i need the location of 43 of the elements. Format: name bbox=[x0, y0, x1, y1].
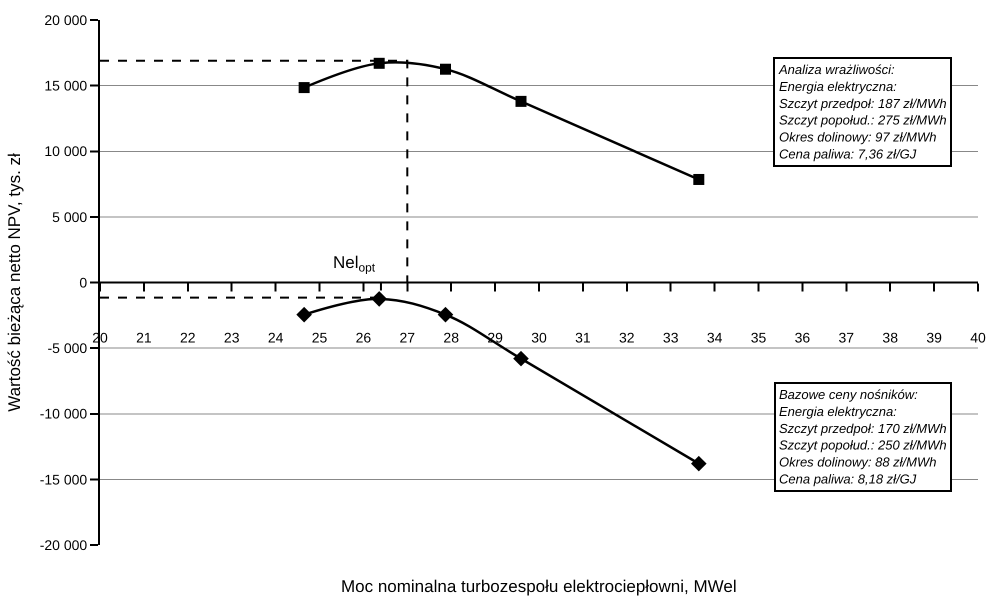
x-tick-label: 33 bbox=[662, 329, 679, 346]
y-tick-label: -5 000 bbox=[47, 340, 88, 356]
x-tick-label: 21 bbox=[136, 329, 152, 346]
point bbox=[440, 64, 451, 75]
annotation: Bazowe ceny nośników: Energia elektryczna: Szczyt przedpoł: 170 zł/MWh Szczyt popołud.: 250 zł/MWh Okres dolinowy: 88 zł/MWh Cena paliwa: 8,18 zł/GJ bbox=[779, 387, 947, 486]
point bbox=[371, 291, 387, 307]
x-tick-label: 23 bbox=[224, 329, 240, 346]
x-tick-label: 36 bbox=[794, 329, 810, 346]
x-tick-label: 37 bbox=[838, 329, 854, 346]
x-tick-label: 26 bbox=[356, 329, 372, 346]
y-tick-label: 20 000 bbox=[44, 12, 88, 28]
x-tick-label: 25 bbox=[312, 329, 328, 346]
point bbox=[691, 456, 707, 472]
annotation: Nel$_{opt}$ bbox=[333, 253, 376, 275]
point bbox=[438, 306, 454, 322]
x-tick-label: 40 bbox=[970, 329, 986, 346]
x-tick-label: 27 bbox=[400, 329, 416, 346]
point bbox=[513, 350, 529, 366]
point bbox=[296, 306, 312, 322]
y-tick-label: 10 000 bbox=[44, 143, 88, 160]
y-axis-title: Wartość bieżąca netto NPV, tys. zł bbox=[4, 152, 24, 412]
x-tick-label: 22 bbox=[180, 329, 196, 346]
annotation: Analiza wrażliwości: Energia elektryczna: Szczyt przedpoł: 187 zł/MWh Szczyt popołud.: 275 zł/MWh Okres dolinowy: 97 zł/MWh Cena paliwa: 7,36 zł/GJ bbox=[778, 62, 947, 162]
point bbox=[298, 82, 310, 94]
x-tick-label: 32 bbox=[619, 329, 635, 346]
y-tick-label: 5 000 bbox=[52, 208, 88, 225]
x-tick-label: 28 bbox=[443, 329, 460, 346]
y-tick-label: 0 bbox=[79, 274, 88, 290]
x-tick-label: 34 bbox=[706, 329, 723, 346]
x-tick-label: 31 bbox=[575, 329, 591, 346]
y-tick-label: 15 000 bbox=[44, 78, 88, 94]
point bbox=[516, 96, 526, 107]
x-tick-label: 35 bbox=[750, 329, 766, 346]
x-tick-label: 38 bbox=[882, 329, 898, 346]
x-tick-label: 39 bbox=[926, 329, 942, 346]
x-axis-title: Moc nominalna turbozespołu elektrociepłowni, MWel bbox=[341, 577, 737, 596]
y-tick-label: -20 000 bbox=[40, 536, 88, 553]
point bbox=[693, 174, 704, 185]
y-tick-label: -15 000 bbox=[40, 471, 88, 488]
x-tick-label: 24 bbox=[268, 329, 284, 346]
x-tick-label: 30 bbox=[531, 329, 547, 346]
y-tick-label: -10 000 bbox=[40, 406, 88, 422]
point bbox=[374, 58, 385, 69]
